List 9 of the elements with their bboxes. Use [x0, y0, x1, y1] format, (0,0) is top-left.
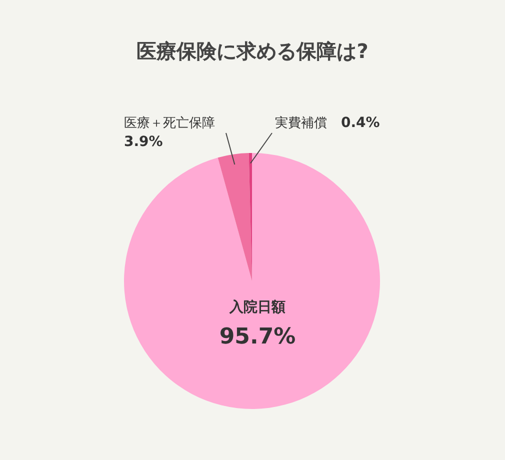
- slice-label: 入院日額: [228, 298, 286, 316]
- data-label: 3.9%: [124, 134, 163, 150]
- pie-slice: [124, 153, 380, 409]
- chart-title: 医療保険に求める保障は?: [136, 39, 368, 63]
- data-label: 0.4%: [341, 115, 380, 131]
- slice-label: 実費補償: [275, 115, 327, 131]
- pie-slice: [218, 153, 252, 281]
- data-label: 95.7%: [219, 324, 296, 350]
- slice-label: 医療＋死亡保障: [124, 115, 215, 131]
